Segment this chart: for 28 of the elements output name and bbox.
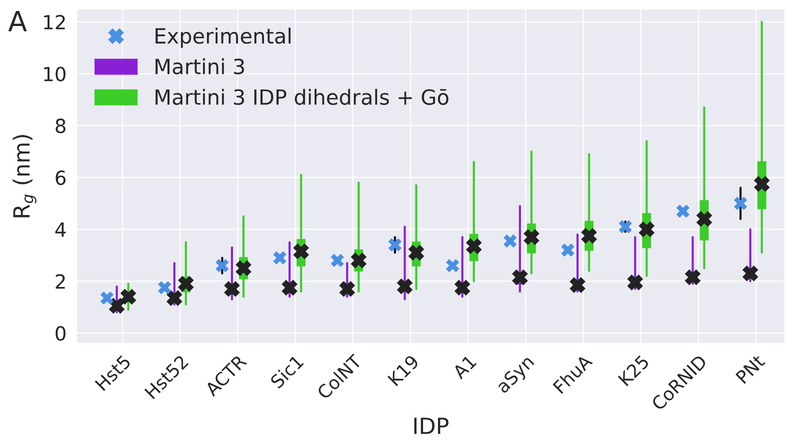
point (330, 254, 344, 268)
x-axis-title: IDP (414, 418, 448, 434)
y-axis-title: R$_{g}$ (nm) (12, 135, 36, 218)
y-tick-label: 12 (44, 14, 65, 30)
y-tick-label: 10 (44, 66, 66, 82)
y-tick-label: 4 (55, 222, 66, 237)
point (618, 220, 632, 234)
point (446, 259, 460, 272)
legend-label: Experimental (156, 28, 291, 48)
y-tick-label: 6 (56, 170, 66, 186)
x-tick-label: K19 (387, 354, 420, 386)
point (504, 234, 517, 248)
y-tick-label: 8 (56, 118, 66, 134)
x-tick-label: A1 (452, 354, 477, 380)
point (100, 291, 114, 305)
point (388, 238, 402, 252)
legend-label: Martini 3 IDP dihedrals + Gō (156, 88, 448, 105)
x-tick-label: PNt (735, 354, 766, 384)
point (561, 243, 574, 257)
point (734, 196, 748, 210)
text: A (8, 10, 27, 32)
point (676, 204, 690, 218)
y-tick-label: 2 (56, 274, 65, 289)
point (273, 251, 286, 264)
point (158, 281, 172, 294)
point (216, 259, 229, 272)
legend-label: Martini 3 (156, 58, 244, 74)
y-tick-label: 0 (56, 326, 66, 341)
